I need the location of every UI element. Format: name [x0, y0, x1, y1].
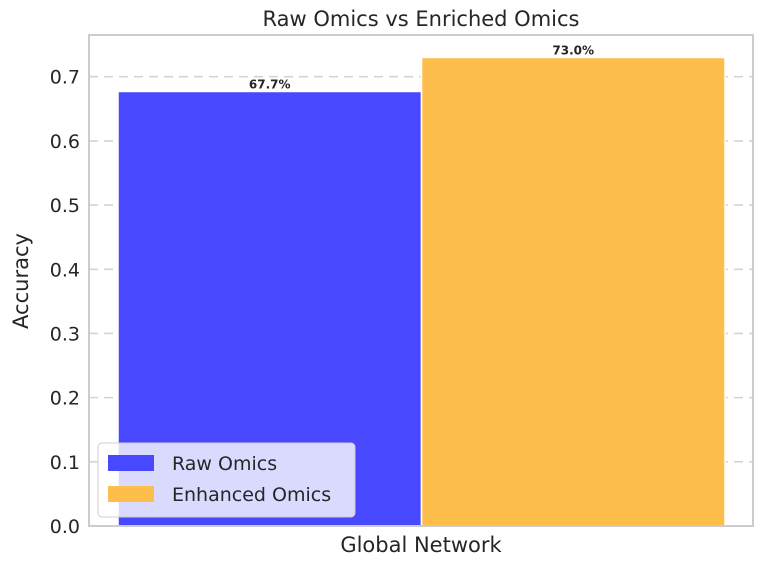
- y-tick-label: 0.4: [50, 259, 80, 281]
- y-tick-label: 0.3: [50, 323, 80, 345]
- data-label-raw-omics: 67.7%: [249, 77, 291, 91]
- legend-swatch-raw-omics: [108, 455, 154, 471]
- legend-swatch-enhanced-omics: [108, 486, 154, 502]
- y-axis-label: Accuracy: [9, 233, 33, 329]
- chart-title: Raw Omics vs Enriched Omics: [262, 7, 579, 31]
- y-tick-label: 0.1: [50, 452, 80, 474]
- y-tick-label: 0.6: [50, 131, 80, 153]
- legend-label-enhanced-omics: Enhanced Omics: [172, 484, 331, 506]
- legend: Raw Omics Enhanced Omics: [97, 442, 356, 518]
- legend-label-raw-omics: Raw Omics: [172, 453, 277, 475]
- y-tick-label: 0.7: [50, 67, 80, 89]
- y-tick-label: 0.0: [50, 516, 80, 538]
- bar-enhanced-omics: [420, 56, 726, 527]
- y-tick-label: 0.2: [50, 388, 80, 410]
- legend-box: [97, 442, 356, 518]
- data-labels: 67.7% 73.0%: [249, 43, 594, 91]
- y-tick-label: 0.5: [50, 195, 80, 217]
- data-label-enhanced-omics: 73.0%: [552, 43, 594, 57]
- plot-frame: [88, 34, 754, 527]
- y-tick-labels: 0.0 0.1 0.2 0.3 0.4 0.5 0.6 0.7: [50, 67, 80, 538]
- x-tick-label: Global Network: [340, 533, 502, 557]
